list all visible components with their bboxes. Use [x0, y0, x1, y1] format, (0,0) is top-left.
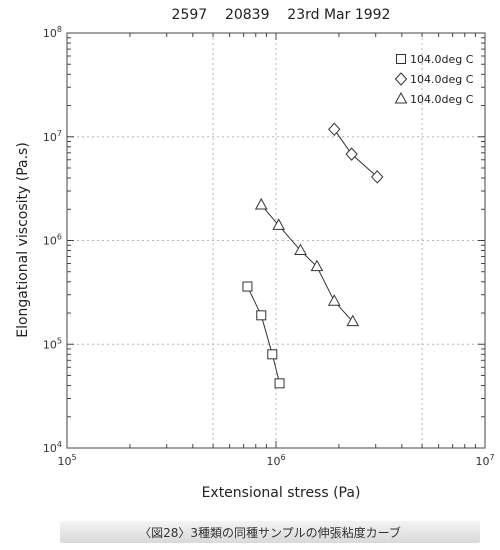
data-point: [254, 197, 268, 210]
y-axis-label: Elongational viscosity (Pa.s): [15, 142, 31, 338]
legend-label: 104.0deg C: [410, 53, 474, 66]
legend-label: 104.0deg C: [410, 93, 474, 106]
series-triangle: [254, 197, 360, 327]
data-point: [328, 122, 341, 137]
x-axis-label: Extensional stress (Pa): [202, 485, 361, 501]
tick-label: 104: [43, 440, 62, 455]
data-point: [371, 170, 384, 184]
legend-entry: 104.0deg C: [394, 72, 474, 86]
tick-label: 105: [57, 453, 76, 468]
chart-title: 2597 20839 23rd Mar 1992: [172, 7, 391, 23]
square-marker: [396, 54, 406, 64]
tick-label: 106: [43, 233, 62, 248]
tick-label: 106: [266, 453, 285, 468]
series-line: [246, 286, 281, 384]
legend-entry: 104.0deg C: [394, 91, 474, 106]
triangle-marker: [394, 91, 408, 104]
data-point: [310, 259, 324, 272]
tick-label: 107: [43, 129, 62, 144]
legend-entry: 104.0deg C: [396, 53, 474, 66]
series-square: [242, 281, 285, 389]
legend-label: 104.0deg C: [410, 73, 474, 86]
data-point: [346, 314, 360, 327]
data-point: [294, 243, 307, 256]
data-point: [274, 378, 285, 389]
data-point: [272, 218, 286, 230]
tick-label: 107: [475, 453, 494, 468]
tick-label: 105: [43, 336, 62, 351]
chart: 2597 20839 23rd Mar 1992 105 106 107104105…: [15, 7, 495, 501]
tick-label: 108: [43, 25, 62, 40]
series: [242, 122, 384, 389]
data-point: [267, 349, 278, 360]
series-diamond: [328, 122, 384, 184]
legend: 104.0deg C 104.0deg C 104.0deg C: [394, 53, 474, 106]
data-point: [327, 294, 341, 306]
diamond-marker: [394, 72, 408, 86]
data-point: [242, 281, 253, 292]
figure-caption: 〈図28〉3種類の同種サンプルの伸張粘度カーブ: [60, 521, 480, 543]
axis-ticks: [66, 33, 485, 449]
data-point: [256, 310, 267, 321]
data-point: [345, 147, 358, 161]
